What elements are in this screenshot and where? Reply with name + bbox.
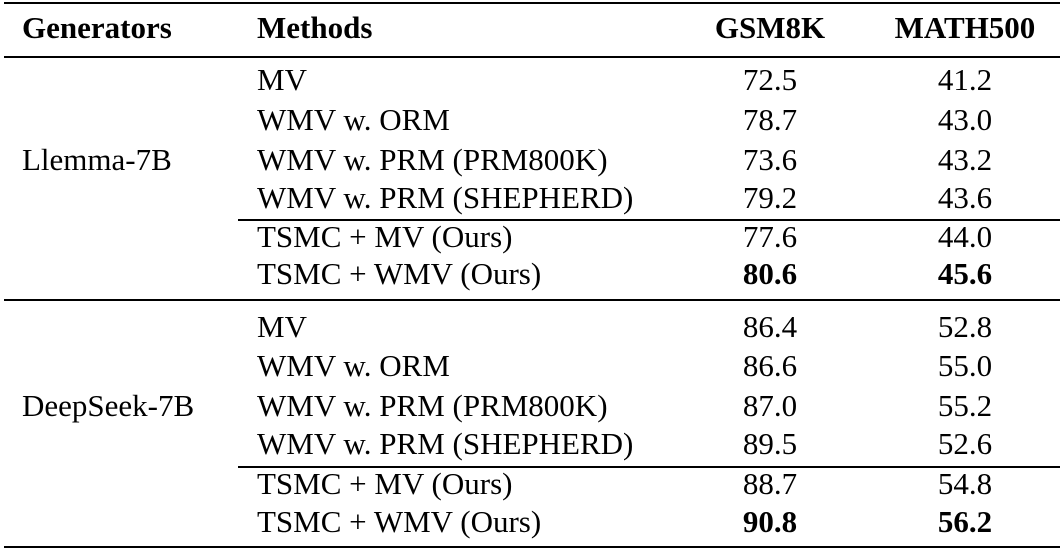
table-row-method: WMV w. ORM — [257, 102, 450, 137]
table-row-gsm8k: 77.6 — [742, 219, 798, 254]
table-row-gsm8k: 79.2 — [742, 180, 798, 215]
table-row-gsm8k: 78.7 — [742, 102, 798, 137]
table-row-method: MV — [257, 62, 307, 97]
header-generators: Generators — [22, 10, 172, 45]
table-row-method: WMV w. PRM (SHEPHERD) — [257, 180, 634, 215]
header-gsm8k: GSM8K — [714, 10, 826, 45]
group-separator-rule — [4, 299, 1060, 301]
table-row-gsm8k: 72.5 — [742, 62, 798, 97]
header-methods: Methods — [257, 10, 373, 45]
table-bottom-rule — [4, 546, 1060, 548]
table-row-gsm8k: 87.0 — [742, 388, 798, 423]
table-row-method: WMV w. ORM — [257, 348, 450, 383]
generator-deepseek-7b: DeepSeek-7B — [22, 388, 195, 423]
header-math500: MATH500 — [894, 10, 1036, 45]
table-row-method: TSMC + MV (Ours) — [257, 466, 513, 501]
table-row-math500: 55.2 — [937, 388, 993, 423]
table-row-method: TSMC + MV (Ours) — [257, 219, 513, 254]
ours-separator-rule — [238, 219, 1060, 221]
ours-separator-rule — [238, 466, 1060, 468]
table-row-math500: 52.8 — [937, 309, 993, 344]
header-rule — [4, 56, 1060, 58]
table-row-gsm8k: 89.5 — [742, 426, 798, 461]
table-row-gsm8k: 86.4 — [742, 309, 798, 344]
table-row-method: WMV w. PRM (SHEPHERD) — [257, 426, 634, 461]
table-row-math500: 43.0 — [937, 102, 993, 137]
table-row-math500: 41.2 — [937, 62, 993, 97]
table-row-math500-best: 56.2 — [937, 504, 993, 539]
table-row-gsm8k-best: 90.8 — [742, 504, 798, 539]
table-row-method: WMV w. PRM (PRM800K) — [257, 388, 608, 423]
table-row-method: TSMC + WMV (Ours) — [257, 256, 542, 291]
table-row-method: WMV w. PRM (PRM800K) — [257, 142, 608, 177]
table-row-math500: 43.6 — [937, 180, 993, 215]
table-row-math500: 54.8 — [937, 466, 993, 501]
table-row-math500-best: 45.6 — [937, 256, 993, 291]
table-row-gsm8k: 88.7 — [742, 466, 798, 501]
table-row-math500: 52.6 — [937, 426, 993, 461]
table-row-method: MV — [257, 309, 307, 344]
table-row-gsm8k: 73.6 — [742, 142, 798, 177]
generator-llemma-7b: Llemma-7B — [22, 142, 172, 177]
table-row-gsm8k-best: 80.6 — [742, 256, 798, 291]
table-top-rule — [4, 2, 1060, 4]
table-row-gsm8k: 86.6 — [742, 348, 798, 383]
table-row-method: TSMC + WMV (Ours) — [257, 504, 542, 539]
table-row-math500: 43.2 — [937, 142, 993, 177]
table-row-math500: 44.0 — [937, 219, 993, 254]
table-row-math500: 55.0 — [937, 348, 993, 383]
